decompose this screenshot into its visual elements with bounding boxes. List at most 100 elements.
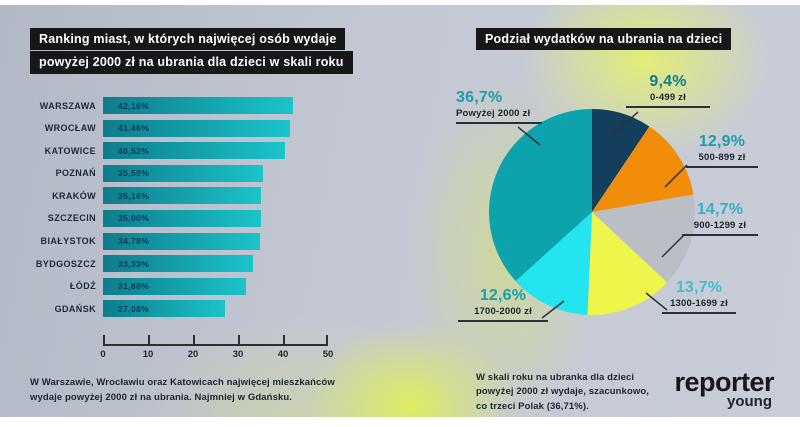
bar-category-label: WARSZAWA xyxy=(39,100,96,111)
bar-row: BYDGOSZCZ 33,33% xyxy=(30,255,370,273)
bar-row: KRAKÓW 35,16% xyxy=(30,187,370,205)
right-chart-title-text: Podział wydatków na ubrania na dzieci xyxy=(476,28,732,51)
bar-category-label: SZCZECIN xyxy=(47,213,96,224)
bar: 40,52% xyxy=(103,142,286,160)
brand-logo-primary: reporter xyxy=(674,367,774,397)
x-axis xyxy=(103,335,328,346)
leader-line xyxy=(611,111,639,136)
leader-line xyxy=(541,300,565,319)
bar-value-label: 41,46% xyxy=(118,123,150,134)
pie-slice-label: 9,4% 0-499 zł xyxy=(626,73,710,108)
axis-tick xyxy=(283,335,285,344)
left-footnote-line1: W Warszawie, Wrocławiu oraz Katowicach n… xyxy=(30,377,335,388)
bar: 41,46% xyxy=(103,119,290,137)
axis-tick-label: 40 xyxy=(277,349,289,360)
bar-category-label: GDAŃSK xyxy=(54,303,96,314)
pie-slice-percentage: 13,7% xyxy=(675,279,723,296)
right-chart-title: Podział wydatków na ubrania na dzieci xyxy=(476,28,732,51)
axis-tick-label: 50 xyxy=(322,349,334,360)
bar-value-label: 35,16% xyxy=(118,190,150,201)
bar: 35,59% xyxy=(103,164,264,182)
pie-slice-label: 12,9% 500-899 zł xyxy=(686,133,758,168)
axis-tick-label: 20 xyxy=(187,349,199,360)
bar-row: GDAŃSK 27,08% xyxy=(30,300,370,318)
pie-slice xyxy=(488,109,592,282)
bar: 35,16% xyxy=(103,187,262,205)
pie-slice-range: 1700-2000 zł xyxy=(458,306,548,322)
pie-chart: 9,4% 0-499 zł 12,9% 500-899 zł 14,7% 900-1299… xyxy=(448,65,770,343)
left-chart-title: Ranking miast, w których najwięcej osób … xyxy=(30,28,353,75)
axis-tick xyxy=(326,335,328,344)
infographic-canvas: Ranking miast, w których najwięcej osób … xyxy=(0,5,800,417)
left-chart-title-line2: powyżej 2000 zł na ubrania dla dzieci w … xyxy=(30,51,353,74)
bar-row: WROCŁAW 41,46% xyxy=(30,119,370,137)
left-chart-title-line1: Ranking miast, w których najwięcej osób … xyxy=(30,28,346,51)
bar: 34,78% xyxy=(103,232,260,250)
bar-value-label: 35,59% xyxy=(118,168,150,179)
bar-category-label: WROCŁAW xyxy=(44,123,96,134)
pie-slice-range: 1300-1699 zł xyxy=(662,298,736,314)
axis-tick-label: 0 xyxy=(100,349,106,360)
right-footnote-line3: co trzeci Polak (36,71%). xyxy=(476,400,589,412)
axis-tick-label: 30 xyxy=(232,349,244,360)
bar-value-label: 40,52% xyxy=(118,145,150,156)
bar-value-label: 27,08% xyxy=(118,303,150,314)
pie-slice-label: 13,7% 1300-1699 zł xyxy=(662,279,736,314)
axis-tick xyxy=(193,335,195,344)
bar-category-label: POZNAŃ xyxy=(55,168,96,179)
axis-tick xyxy=(103,335,105,344)
pie-slice xyxy=(515,212,592,315)
right-footnote-line1: W skali roku na ubranka dla dzieci xyxy=(476,372,635,383)
brand-logo-secondary: young xyxy=(727,393,772,410)
right-footnote: W skali roku na ubranka dla dzieci powyż… xyxy=(476,371,649,414)
right-footnote-line2: powyżej 2000 zł wydaje, szacunkowo, xyxy=(476,386,649,398)
brand-logo: reporter young xyxy=(674,367,774,411)
bar-chart: WARSZAWA 42,16% WROCŁAW 41,46% KATOWICE 40,52… xyxy=(30,97,370,323)
pie-slice-percentage: 36,7% xyxy=(456,89,503,106)
bar: 33,33% xyxy=(103,255,253,273)
axis-tick-label: 10 xyxy=(142,349,154,360)
bar-category-label: BYDGOSZCZ xyxy=(35,258,96,269)
pie-slice xyxy=(592,194,695,283)
bar-value-label: 31,88% xyxy=(118,281,150,292)
pie-chart-svg xyxy=(488,109,695,319)
axis-tick xyxy=(148,335,150,344)
pie-slice-percentage: 9,4% xyxy=(649,73,687,90)
pie-slice-label: 12,6% 1700-2000 zł xyxy=(458,287,548,322)
leader-line xyxy=(661,234,685,258)
bar: 27,08% xyxy=(103,300,225,318)
pie-slice-percentage: 12,9% xyxy=(698,133,746,150)
bar-category-label: KRAKÓW xyxy=(52,190,96,201)
pie-slice-range: Powyżej 2000 zł xyxy=(456,108,542,124)
pie-slice xyxy=(592,126,694,212)
bar-category-label: ŁÓDŹ xyxy=(69,281,96,292)
pie-slice xyxy=(587,212,668,315)
bar-value-label: 42,16% xyxy=(118,100,150,111)
bar-value-label: 35,00% xyxy=(118,213,150,224)
bar: 35,00% xyxy=(103,209,261,227)
bar-row: KATOWICE 40,52% xyxy=(30,142,370,160)
left-footnote: W Warszawie, Wrocławiu oraz Katowicach n… xyxy=(30,376,335,405)
bar-row: WARSZAWA 42,16% xyxy=(30,97,370,114)
leader-line xyxy=(645,292,668,311)
bar-row: BIAŁYSTOK 34,78% xyxy=(30,232,370,250)
bar-row: ŁÓDŹ 31,88% xyxy=(30,277,370,295)
pie-slice-percentage: 14,7% xyxy=(696,201,744,218)
pie-slice-range: 900-1299 zł xyxy=(682,220,758,236)
pie-slice xyxy=(592,109,650,212)
leader-line xyxy=(517,126,541,146)
leader-lines xyxy=(517,111,688,319)
pie-slice-label: 14,7% 900-1299 zł xyxy=(682,201,758,236)
bar: 31,88% xyxy=(103,277,247,295)
bar-value-label: 33,33% xyxy=(118,258,150,269)
leader-line xyxy=(664,164,688,188)
bar-category-label: KATOWICE xyxy=(44,145,96,156)
pie-slice-range: 500-899 zł xyxy=(686,152,758,168)
pie-slice-percentage: 12,6% xyxy=(479,287,527,304)
bar: 42,16% xyxy=(103,97,293,114)
pie-slice-range: 0-499 zł xyxy=(626,92,710,108)
bar-row: SZCZECIN 35,00% xyxy=(30,209,370,227)
bar-row: POZNAŃ 35,59% xyxy=(30,164,370,182)
pie-slice-label: 36,7% Powyżej 2000 zł xyxy=(456,89,542,124)
x-axis-labels: 0 10 20 30 40 50 xyxy=(100,349,333,361)
